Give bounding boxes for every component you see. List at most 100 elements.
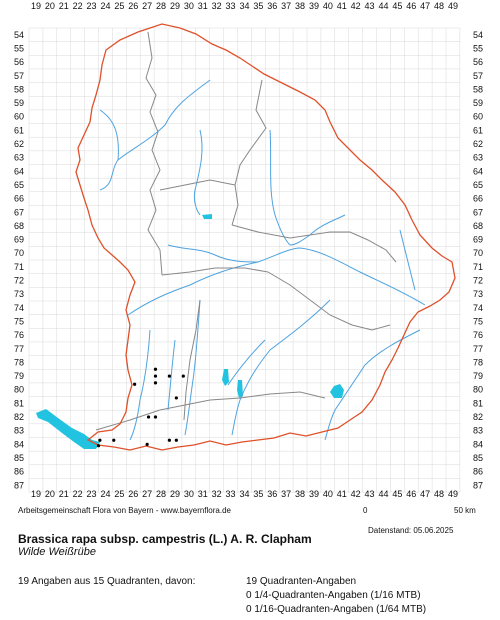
species-name: Brassica rapa subsp. campestris (L.) A. …: [18, 532, 312, 546]
river-main-west: [99, 109, 119, 161]
common-name: Wilde Weißrübe: [18, 546, 96, 558]
column-label: 24: [100, 489, 110, 499]
lake-ammersee: [222, 369, 229, 386]
row-label: 71: [473, 262, 483, 272]
river-lech: [184, 299, 201, 436]
column-label: 25: [114, 489, 124, 499]
row-label: 86: [14, 467, 24, 477]
row-label: 54: [473, 30, 483, 40]
column-label: 36: [267, 1, 277, 11]
row-label: 54: [14, 30, 24, 40]
column-label: 23: [87, 1, 97, 11]
record-dot: [167, 374, 171, 378]
column-label: 37: [281, 1, 291, 11]
column-label: 43: [365, 1, 375, 11]
column-label: 40: [323, 489, 333, 499]
border-mittelfranken-schwaben: [161, 267, 269, 276]
row-label: 79: [473, 371, 483, 381]
column-label: 27: [142, 489, 152, 499]
row-label: 73: [473, 289, 483, 299]
row-label: 77: [473, 344, 483, 354]
row-label: 84: [473, 439, 483, 449]
column-label: 46: [406, 489, 416, 499]
row-label: 62: [473, 139, 483, 149]
column-label: 48: [434, 489, 444, 499]
row-label: 61: [14, 125, 24, 135]
row-label: 84: [14, 439, 24, 449]
district-borders: [95, 31, 397, 431]
column-label: 45: [392, 489, 402, 499]
border-alpine-front: [95, 391, 326, 431]
column-label: 43: [365, 489, 375, 499]
row-label: 65: [473, 180, 483, 190]
rivers: [99, 79, 426, 441]
row-label: 78: [473, 357, 483, 367]
row-label: 82: [473, 412, 483, 422]
river-iller: [129, 329, 151, 441]
record-dot: [181, 374, 185, 378]
river-ilz: [399, 229, 416, 291]
row-label: 83: [473, 426, 483, 436]
column-label: 39: [309, 489, 319, 499]
river-altmuehl: [167, 244, 259, 263]
border-oberfranken-oberpfalz: [231, 79, 267, 226]
column-label: 41: [337, 1, 347, 11]
column-label: 40: [323, 1, 333, 11]
row-label: 83: [14, 426, 24, 436]
scale-end-label: 50 km: [454, 506, 476, 515]
column-label: 26: [128, 1, 138, 11]
column-label: 23: [87, 489, 97, 499]
column-label: 19: [31, 1, 41, 11]
river-danube: [127, 247, 426, 316]
record-dots: [96, 367, 185, 448]
stat-total: 19 Angaben aus 15 Quadranten, davon:: [18, 576, 196, 587]
column-label: 49: [448, 1, 458, 11]
data-date: Datenstand: 05.06.2025: [368, 526, 454, 535]
row-label: 78: [14, 357, 24, 367]
row-labels-right: 54 55 56 57 58 59 60 61 62 63 64 65 66 67 68 69 70 71 72 73…: [473, 30, 483, 490]
row-label: 81: [14, 398, 24, 408]
record-dot: [133, 382, 137, 386]
row-label: 70: [14, 248, 24, 258]
stat-quadrant: 19 Quadranten-Angaben: [246, 576, 357, 587]
row-label: 74: [14, 303, 24, 313]
column-label: 38: [295, 1, 305, 11]
border-schwaben-oberbayern: [183, 299, 201, 421]
row-label: 77: [14, 344, 24, 354]
state-border: [75, 23, 456, 451]
record-dot: [174, 396, 178, 400]
column-label: 32: [212, 489, 222, 499]
row-label: 68: [473, 221, 483, 231]
row-label: 56: [473, 57, 483, 67]
river-amper: [227, 339, 266, 386]
column-label: 41: [337, 489, 347, 499]
row-label: 72: [14, 276, 24, 286]
column-label: 31: [198, 489, 208, 499]
record-dot: [153, 415, 158, 419]
column-label: 26: [128, 489, 138, 499]
record-dot: [96, 444, 101, 448]
credit-line: Arbeitsgemeinschaft Flora von Bayern - w…: [18, 506, 231, 515]
column-label: 22: [73, 1, 83, 11]
row-label: 85: [473, 453, 483, 463]
column-label: 35: [253, 1, 263, 11]
row-label: 69: [14, 235, 24, 245]
border-oberpfalz-niederbayern: [231, 224, 397, 263]
row-label: 55: [14, 43, 24, 53]
column-labels-bottom: 19 20 21 22 23 24 25 26 27 28 29 30 31 32 33 34 35 36 37 38…: [31, 489, 458, 499]
river-regnitz: [193, 129, 203, 216]
column-label: 37: [281, 489, 291, 499]
column-label: 21: [59, 1, 69, 11]
column-label: 29: [170, 489, 180, 499]
column-label: 33: [226, 489, 236, 499]
row-label: 75: [473, 316, 483, 326]
column-label: 20: [45, 1, 55, 11]
column-label: 21: [59, 489, 69, 499]
row-label: 64: [473, 166, 483, 176]
row-label: 62: [14, 139, 24, 149]
record-dot: [153, 367, 158, 371]
column-label: 45: [392, 1, 402, 11]
row-label: 57: [14, 71, 24, 81]
row-label: 58: [14, 84, 24, 94]
border-mittelfranken-oberfranken: [159, 179, 236, 191]
